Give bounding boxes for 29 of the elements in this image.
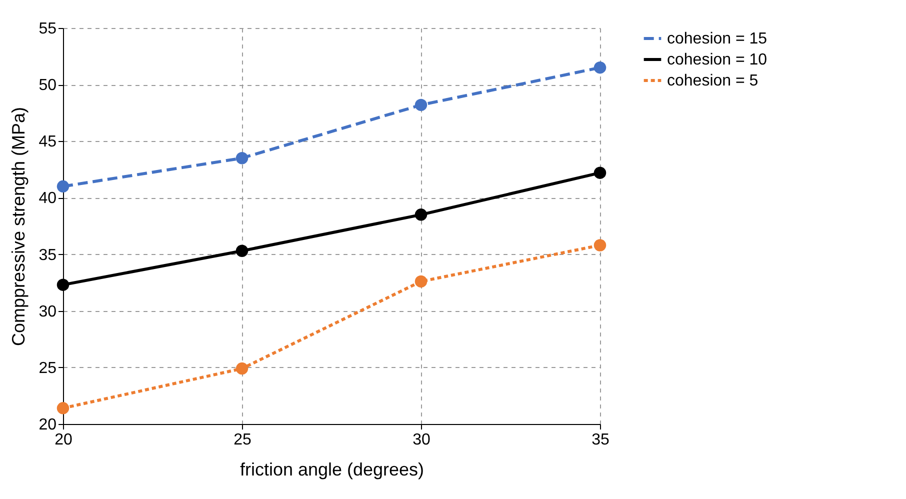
x-tick-label: 25 (234, 432, 252, 448)
y-tick-label: 20 (38, 416, 57, 434)
point (56, 402, 70, 414)
point (414, 98, 428, 112)
y-tick-label: 55 (38, 20, 57, 38)
x-tick-label: 35 (592, 432, 610, 448)
point (56, 278, 70, 291)
x-axis-title: friction angle (degrees) (240, 460, 424, 480)
y-tick-label: 40 (38, 190, 57, 208)
y-axis-title: Comppressive strength (MPa) (8, 106, 29, 346)
y-tick-label: 25 (38, 360, 57, 377)
y-tick-label: 35 (38, 246, 57, 264)
x-tick-label: 20 (54, 432, 72, 448)
y-tick-label: 45 (38, 134, 57, 151)
point (236, 244, 248, 258)
legend-label: cohesion = 10 (667, 52, 768, 68)
point (414, 275, 428, 288)
point (236, 152, 248, 164)
legend-label: cohesion = 5 (667, 72, 758, 90)
point (56, 180, 70, 193)
y-tick-label: 30 (38, 303, 57, 320)
y-tick-label: 50 (38, 77, 57, 94)
point (594, 239, 606, 252)
x-tick-label: 30 (412, 432, 430, 448)
legend-label: cohesion = 15 (667, 30, 768, 48)
point (414, 208, 428, 221)
point (594, 61, 606, 74)
point (594, 166, 606, 179)
point (236, 362, 248, 375)
